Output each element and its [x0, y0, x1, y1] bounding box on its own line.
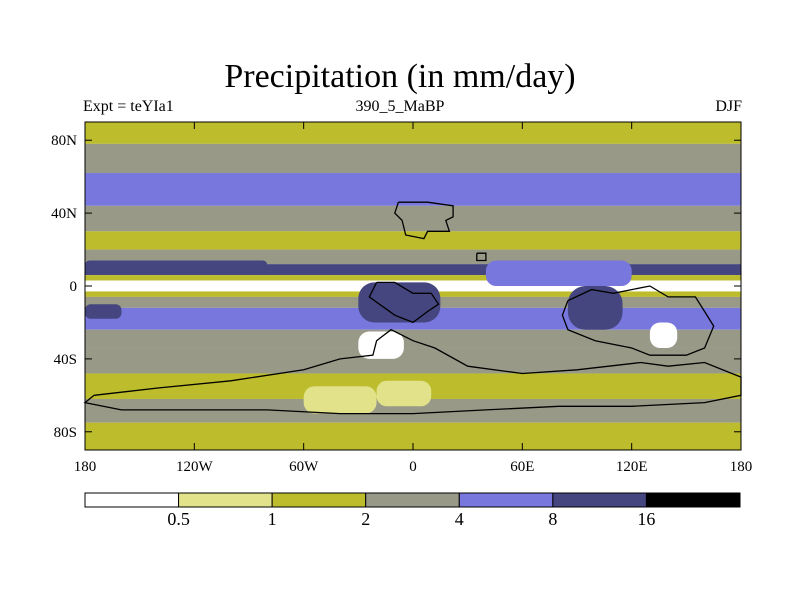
precip-band-13 — [85, 347, 741, 374]
dry-patch-south-low-2 — [376, 380, 432, 407]
y-tick-label: 80S — [54, 425, 77, 441]
precip-band-3 — [85, 205, 741, 232]
dry-patch-south-low — [303, 386, 377, 414]
wet-band-east — [485, 260, 632, 286]
chart-title: Precipitation (in mm/day) — [224, 58, 576, 95]
precip-band-2 — [85, 173, 741, 206]
precip-band-4 — [85, 231, 741, 250]
x-tick-label: 60W — [289, 459, 319, 475]
dry-patch-east — [649, 322, 678, 348]
coastline-northern-landmass — [394, 201, 454, 240]
y-tick-label: 0 — [70, 279, 78, 295]
chart-subtitle-center: 390_5_MaBP — [355, 98, 445, 115]
chart-subtitle-left: Expt = teYIa1 — [83, 98, 174, 115]
colorbar-label: 1 — [268, 509, 277, 529]
wet-pool-southwest-pacific — [85, 304, 122, 319]
dry-patch-southern-continent — [358, 331, 404, 359]
colorbar-label: 16 — [637, 509, 655, 529]
precip-band-0 — [85, 122, 741, 144]
colorbar-label: 2 — [361, 509, 370, 529]
x-tick-label: 120W — [176, 459, 214, 475]
wet-center-tethys — [358, 282, 441, 323]
equatorial-wet-band-west — [85, 260, 268, 272]
colorbar-label: 4 — [455, 509, 464, 529]
x-tick-label: 180 — [730, 459, 753, 475]
chart-subtitle-right: DJF — [715, 98, 742, 115]
colorbar-box-3 — [365, 492, 460, 508]
precip-band-12 — [85, 329, 741, 348]
precip-band-15 — [85, 398, 741, 423]
coastline-central-continent — [368, 281, 440, 324]
precip-band-7 — [85, 275, 741, 281]
coastline-eastern-continent — [561, 285, 715, 356]
coastline-southern-continent — [83, 328, 742, 415]
colorbar-box-1 — [178, 492, 273, 508]
y-tick-label: 40N — [51, 206, 77, 222]
x-tick-label: 0 — [409, 459, 417, 475]
colorbar-box-4 — [458, 492, 554, 508]
wet-center-east — [567, 286, 623, 330]
y-tick-label: 80N — [51, 133, 77, 149]
colorbar-box-6 — [645, 492, 741, 508]
colorbar-label: 0.5 — [167, 509, 190, 529]
colorbar-box-0 — [84, 492, 180, 508]
colorbar-box-2 — [271, 492, 367, 508]
precip-band-1 — [85, 143, 741, 174]
x-tick-label: 60E — [510, 459, 534, 475]
colorbar-label: 8 — [548, 509, 557, 529]
precip-band-6 — [85, 264, 741, 276]
y-tick-label: 40S — [54, 352, 77, 368]
x-tick-label: 120E — [616, 459, 648, 475]
coastline-island-north-east — [476, 252, 487, 262]
colorbar-box-5 — [552, 492, 647, 508]
dry-patch-northern — [194, 231, 304, 246]
dry-patch-northern-2 — [467, 234, 596, 250]
x-tick-label: 180 — [74, 459, 97, 475]
